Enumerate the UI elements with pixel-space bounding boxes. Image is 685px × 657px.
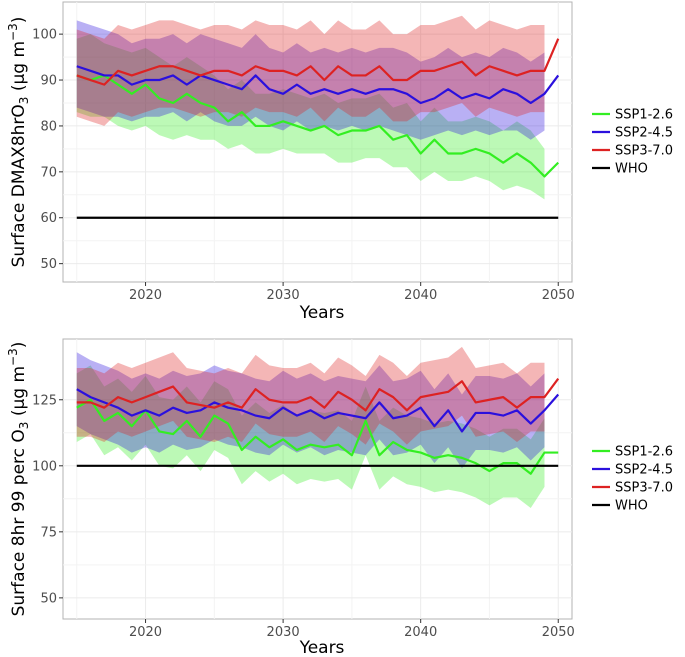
- top-y-tick-label: 50: [40, 257, 57, 272]
- top-legend-label: WHO: [615, 162, 648, 177]
- top-legend-item-ssp2-4-5: SSP2-4.5: [592, 126, 673, 141]
- bottom-legend: SSP1-2.6 SSP2-4.5 SSP3-7.0 WHO: [592, 445, 673, 514]
- top-panel: 50 60 70 80 90 100 2020 2030 2040 2050 Years Sur…: [6, 1, 673, 323]
- bottom-y-tick-label: 75: [40, 525, 57, 540]
- top-legend-item-ssp3-7-0: SSP3-7.0: [592, 144, 673, 159]
- top-x-ticks: 2020 2030 2040 2050: [129, 282, 575, 303]
- top-legend-label: SSP3-7.0: [615, 144, 673, 159]
- bottom-band-ssp3-7-0: [76, 346, 545, 445]
- top-legend-label: SSP1-2.6: [615, 108, 673, 123]
- bottom-series-lines: [76, 377, 560, 475]
- bottom-x-tick-label: 2050: [542, 625, 575, 640]
- bottom-legend-label: SSP2-4.5: [615, 463, 673, 478]
- top-y-tick-label: 60: [40, 211, 57, 226]
- top-x-tick-label: 2030: [267, 288, 300, 303]
- bottom-legend-label: WHO: [615, 499, 648, 514]
- bottom-x-ticks: 2020 2030 2040 2050: [129, 619, 575, 640]
- bottom-x-tick-label: 2040: [404, 625, 437, 640]
- bottom-y-ticks: 50 75 100 125: [32, 393, 63, 606]
- top-line-ssp1-2-6: [76, 74, 560, 178]
- top-x-tick-label: 2040: [404, 288, 437, 303]
- top-band-ssp2-4-5: [76, 20, 545, 140]
- top-legend-label: SSP2-4.5: [615, 126, 673, 141]
- top-series-lines: [76, 38, 560, 219]
- top-y-ticks: 50 60 70 80 90 100: [32, 28, 63, 272]
- top-y-tick-label: 100: [32, 28, 57, 43]
- bottom-grid: [63, 339, 572, 619]
- top-legend-item-who: WHO: [592, 162, 648, 177]
- bottom-line-ssp3-7-0: [76, 377, 560, 412]
- top-band-ssp1-2-6: [76, 34, 545, 200]
- bottom-legend-label: SSP1-2.6: [615, 445, 673, 460]
- bottom-legend-item-ssp1-2-6: SSP1-2.6: [592, 445, 673, 460]
- top-line-ssp3-7-0: [76, 38, 560, 86]
- top-y-tick-label: 90: [40, 74, 57, 89]
- bottom-line-ssp1-2-6: [76, 398, 559, 475]
- bottom-y-tick-label: 50: [40, 591, 57, 606]
- bottom-x-tick-label: 2020: [129, 625, 162, 640]
- top-y-tick-label: 80: [40, 119, 57, 134]
- bottom-y-axis-label: Surface 8hr 99 perc O3 (µg m−3): [6, 342, 31, 617]
- top-x-tick-label: 2050: [542, 288, 575, 303]
- top-legend: SSP1-2.6 SSP2-4.5 SSP3-7.0 WHO: [592, 108, 673, 177]
- bottom-band-ssp1-2-6: [76, 365, 545, 509]
- top-x-axis-label: Years: [299, 303, 345, 323]
- bottom-uncertainty-bands: [76, 346, 545, 509]
- bottom-plot-background: [62, 338, 573, 620]
- top-y-axis-label: Surface DMAX8hrO3 (µg m−3): [6, 17, 31, 268]
- bottom-x-tick-label: 2030: [267, 625, 300, 640]
- top-y-tick-label: 70: [40, 165, 57, 180]
- bottom-legend-label: SSP3-7.0: [615, 481, 673, 496]
- bottom-legend-item-who: WHO: [592, 499, 648, 514]
- bottom-legend-item-ssp3-7-0: SSP3-7.0: [592, 481, 673, 496]
- bottom-line-ssp2-4-5: [76, 388, 560, 433]
- top-plot-background: [62, 1, 573, 283]
- bottom-y-tick-label: 125: [32, 393, 57, 408]
- top-grid: [63, 2, 572, 282]
- bottom-x-axis-label: Years: [299, 638, 345, 657]
- top-line-ssp2-4-5: [76, 65, 560, 105]
- top-legend-item-ssp1-2-6: SSP1-2.6: [592, 108, 673, 123]
- bottom-panel: 50 75 100 125 2020 2030 2040 2050 Years Surfac…: [6, 338, 673, 657]
- top-x-tick-label: 2020: [129, 288, 162, 303]
- bottom-y-tick-label: 100: [32, 459, 57, 474]
- bottom-legend-item-ssp2-4-5: SSP2-4.5: [592, 463, 673, 478]
